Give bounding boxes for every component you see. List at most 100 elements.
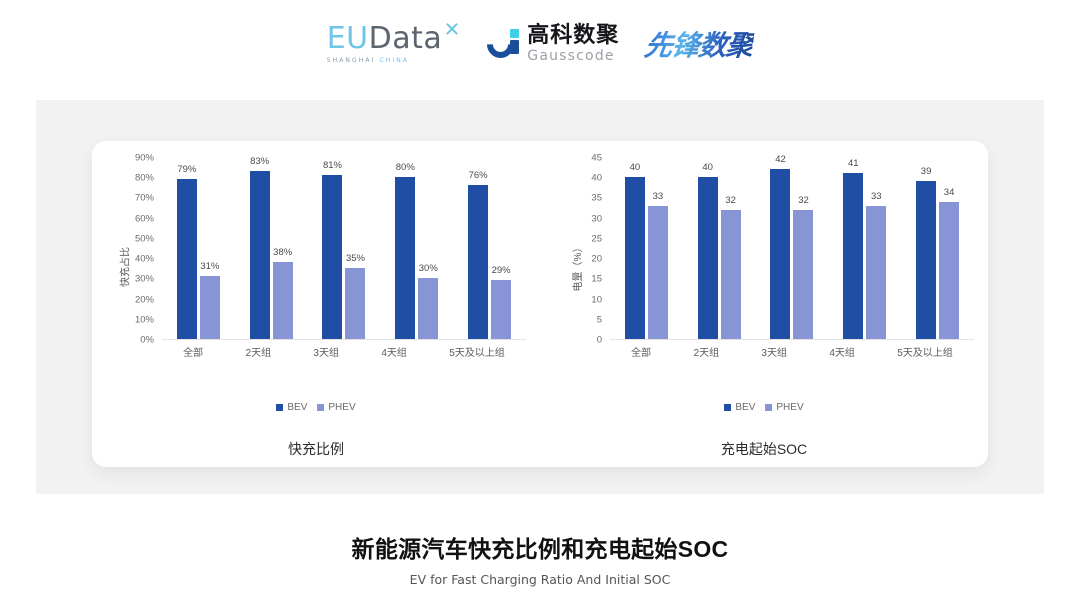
legend-right: BEV PHEV: [540, 402, 988, 413]
gausscode-mark-icon: [481, 25, 520, 64]
y-axis-ticks-right: 0 5 10 15 20 25 30 35 40 45: [566, 153, 606, 346]
gausscode-square-dark-icon: [510, 40, 520, 54]
plot-wrap-right: 电量（%） 0 5 10 15 20 25 30 35 40 45 40 33 40 32 42 32 41 3…: [540, 153, 988, 376]
y-tick-label: 30%: [134, 273, 154, 285]
bar-value-label: 32: [725, 194, 736, 206]
x-tick-label: 2天组: [693, 348, 720, 359]
legend-label-phev: PHEV: [776, 402, 804, 413]
page-subtitle: EV for Fast Charging Ratio And Initial S…: [409, 572, 671, 587]
legend-item-phev-right[interactable]: PHEV: [765, 402, 804, 413]
bar-value-label: 40: [702, 162, 713, 174]
legend-swatch-bev-icon: [724, 404, 732, 411]
bar-phev[interactable]: 35%: [345, 253, 366, 339]
bar-bev[interactable]: 80%: [395, 162, 416, 339]
y-tick-label: 20: [591, 253, 602, 265]
legend-item-phev-left[interactable]: PHEV: [317, 402, 356, 413]
legend-item-bev-right[interactable]: BEV: [724, 402, 755, 413]
bar-bev[interactable]: 40: [624, 162, 645, 339]
x-tick-label: 全部: [183, 348, 204, 359]
y-tick-label: 25: [591, 233, 602, 245]
legend-label-bev: BEV: [287, 402, 308, 413]
bar-bev[interactable]: 83%: [249, 156, 270, 339]
x-tick-label: 全部: [631, 348, 652, 359]
bar-bev[interactable]: 81%: [322, 160, 343, 339]
evdata-logo-primary: EU: [326, 21, 369, 56]
legend-item-bev-left[interactable]: BEV: [276, 402, 307, 413]
chart-initial-soc: 电量（%） 0 5 10 15 20 25 30 35 40 45 40 33 40 32 42 32 41 3…: [540, 150, 988, 457]
bar-group: 40 33: [624, 158, 668, 339]
y-tick-label: 60%: [134, 213, 154, 225]
bar-bev[interactable]: 79%: [176, 164, 197, 339]
y-tick-label: 10%: [134, 314, 154, 326]
y-tick-label: 90%: [134, 152, 154, 164]
bar-phev[interactable]: 29%: [491, 265, 512, 339]
x-tick-label: 4天组: [381, 348, 407, 359]
x-mark-icon: [443, 20, 461, 38]
y-tick-label: 45: [591, 152, 602, 164]
bar-bev[interactable]: 40: [697, 162, 718, 339]
legend-label-phev: PHEV: [328, 402, 356, 413]
bar-group: 41 33: [843, 158, 887, 339]
chart-fast-charging-ratio: 快充占比 0% 10% 20% 30% 40% 50% 60% 70% 80% 90% 79% 31…: [92, 150, 540, 457]
gausscode-cn-name: 高科数聚: [527, 23, 620, 48]
bar-group: 39 34: [916, 158, 960, 339]
bar-group: 79% 31%: [176, 158, 220, 339]
bar-phev[interactable]: 32: [793, 195, 814, 339]
bar-group: 80% 30%: [395, 158, 439, 339]
bar-bev[interactable]: 41: [843, 158, 864, 339]
evdata-wordmark: EU Data: [327, 24, 462, 54]
bar-value-label: 29%: [491, 265, 511, 277]
bar-value-label: 38%: [273, 247, 293, 259]
page-title: 新能源汽车快充比例和充电起始SOC: [351, 536, 729, 562]
y-tick-label: 40%: [134, 253, 154, 265]
legend-left: BEV PHEV: [92, 402, 540, 413]
evdata-tagline: SHANGHAI CHINA: [327, 57, 409, 64]
y-tick-label: 70%: [134, 192, 154, 204]
x-tick-label: 5天及以上组: [897, 348, 953, 359]
bar-group: 81% 35%: [322, 158, 366, 339]
x-tick-label: 2天组: [245, 348, 272, 359]
bar-bev[interactable]: 42: [770, 154, 791, 339]
y-tick-label: 0: [596, 334, 602, 346]
y-tick-label: 80%: [134, 172, 154, 184]
bar-groups-left: 79% 31% 83% 38% 81% 35% 80% 30% 76% 29%: [162, 156, 526, 339]
bar-phev[interactable]: 34: [939, 187, 960, 339]
bar-value-label: 41: [847, 158, 859, 170]
y-tick-label: 30: [591, 213, 602, 225]
bar-value-label: 76%: [468, 170, 488, 182]
bar-value-label: 35%: [345, 253, 365, 265]
bar-phev[interactable]: 32: [720, 195, 741, 339]
bar-group: 76% 29%: [468, 158, 512, 339]
x-tick-label: 5天及以上组: [449, 348, 505, 359]
y-tick-label: 15: [591, 273, 602, 285]
x-axis-ticks-left: 全部 2天组 3天组 4天组 5天及以上组: [162, 344, 526, 359]
chart-caption-left: 快充比例: [288, 441, 344, 457]
bar-group: 42 32: [770, 154, 814, 339]
chart-caption-right: 充电起始SOC: [720, 441, 808, 457]
bar-value-label: 81%: [322, 160, 342, 172]
bar-bev[interactable]: 39: [916, 166, 937, 339]
gausscode-square-accent-icon: [510, 29, 520, 38]
bar-value-label: 79%: [177, 164, 197, 176]
bar-value-label: 31%: [200, 261, 220, 273]
bar-value-label: 83%: [250, 156, 270, 168]
y-tick-label: 20%: [134, 294, 154, 306]
bar-phev[interactable]: 33: [866, 191, 887, 339]
bar-phev[interactable]: 33: [647, 191, 668, 339]
bar-phev[interactable]: 38%: [272, 247, 293, 339]
y-tick-label: 0%: [140, 334, 154, 346]
y-tick-label: 35: [591, 192, 602, 204]
bar-value-label: 80%: [395, 162, 415, 174]
bar-value-label: 30%: [418, 263, 438, 275]
plot-wrap-left: 快充占比 0% 10% 20% 30% 40% 50% 60% 70% 80% 90% 79% 31…: [92, 153, 540, 376]
footer: 新能源汽车快充比例和充电起始SOC EV for Fast Charging R…: [0, 530, 1080, 587]
bar-phev[interactable]: 31%: [199, 261, 220, 339]
bar-group: 40 32: [697, 158, 741, 339]
bar-value-label: 34: [943, 186, 955, 198]
evdata-logo: EU Data SHANGHAI CHINA: [327, 24, 462, 65]
gausscode-en-name: Gausscode: [527, 48, 615, 64]
bar-value-label: 40: [629, 162, 641, 174]
bar-bev[interactable]: 76%: [468, 170, 489, 339]
bar-phev[interactable]: 30%: [418, 263, 439, 339]
